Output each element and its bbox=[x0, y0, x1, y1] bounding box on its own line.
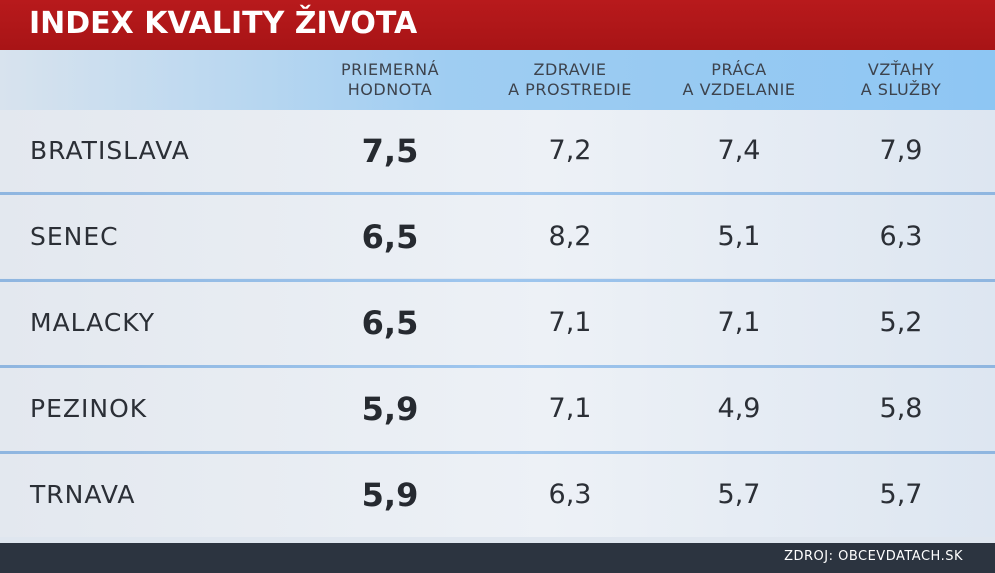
footer-bar bbox=[0, 543, 995, 573]
average-value: 5,9 bbox=[361, 390, 419, 428]
health-value: 8,2 bbox=[548, 221, 592, 252]
page-title: INDEX KVALITY ŽIVOTA bbox=[29, 6, 418, 41]
column-header-line: A SLUŽBY bbox=[860, 80, 942, 99]
table-row bbox=[0, 195, 995, 278]
work-value: 4,9 bbox=[717, 393, 761, 424]
city-name: TRNAVA bbox=[30, 480, 136, 509]
table-row bbox=[0, 282, 995, 365]
health-value: 6,3 bbox=[548, 479, 592, 510]
city-name: PEZINOK bbox=[30, 394, 148, 423]
work-value: 5,7 bbox=[717, 479, 761, 510]
column-header-line: HODNOTA bbox=[347, 80, 433, 99]
work-value: 7,4 bbox=[717, 135, 761, 166]
column-header-line: PRÁCA bbox=[711, 60, 767, 79]
source-credit: ZDROJ: OBCEVDATACH.SK bbox=[784, 549, 963, 564]
row-divider bbox=[0, 365, 995, 368]
table-row bbox=[0, 454, 995, 537]
health-value: 7,2 bbox=[548, 135, 592, 166]
column-header-line: ZDRAVIE bbox=[533, 60, 607, 79]
relations-value: 6,3 bbox=[879, 221, 923, 252]
relations-value: 5,2 bbox=[879, 307, 923, 338]
health-value: 7,1 bbox=[548, 307, 592, 338]
health-value: 7,1 bbox=[548, 393, 592, 424]
column-header-line: A PROSTREDIE bbox=[508, 80, 632, 99]
column-header-line: A VZDELANIE bbox=[682, 80, 796, 99]
table-row bbox=[0, 368, 995, 451]
title-bar bbox=[0, 0, 995, 50]
row-divider bbox=[0, 279, 995, 282]
column-header-line: PRIEMERNÁ bbox=[340, 60, 440, 79]
average-value: 6,5 bbox=[361, 218, 419, 256]
column-header-relations-services: VZŤAHY A SLUŽBY bbox=[806, 60, 995, 100]
column-header-average: PRIEMERNÁ HODNOTA bbox=[295, 60, 485, 100]
average-value: 5,9 bbox=[361, 476, 419, 514]
work-value: 5,1 bbox=[717, 221, 761, 252]
city-name: SENEC bbox=[30, 222, 119, 251]
relations-value: 5,8 bbox=[879, 393, 923, 424]
average-value: 6,5 bbox=[361, 304, 419, 342]
row-divider bbox=[0, 192, 995, 195]
city-name: BRATISLAVA bbox=[30, 136, 190, 165]
column-header-work-education: PRÁCA A VZDELANIE bbox=[644, 60, 834, 100]
city-name: MALACKY bbox=[30, 308, 156, 337]
work-value: 7,1 bbox=[717, 307, 761, 338]
column-header-line: VZŤAHY bbox=[867, 60, 935, 79]
average-value: 7,5 bbox=[361, 132, 419, 170]
row-divider bbox=[0, 451, 995, 454]
relations-value: 7,9 bbox=[879, 135, 923, 166]
relations-value: 5,7 bbox=[879, 479, 923, 510]
column-header-health-environment: ZDRAVIE A PROSTREDIE bbox=[475, 60, 665, 100]
column-header-band bbox=[0, 50, 995, 110]
table-row bbox=[0, 110, 995, 193]
